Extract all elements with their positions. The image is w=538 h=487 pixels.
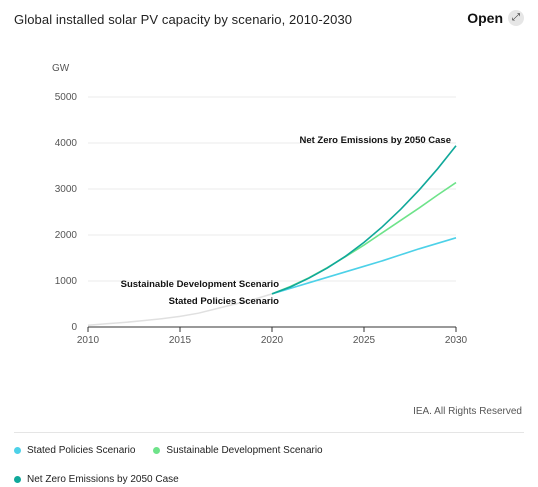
legend-item-sustainable-development[interactable]: Sustainable Development Scenario — [153, 445, 323, 456]
legend-item-net-zero[interactable]: Net Zero Emissions by 2050 Case — [14, 474, 179, 485]
legend-label: Sustainable Development Scenario — [166, 445, 323, 456]
series-lines — [87, 145, 457, 326]
x-axis: 2010 2015 2020 2025 2030 — [77, 326, 468, 346]
y-tick-label: 0 — [71, 322, 77, 333]
open-button[interactable]: Open ⤢ — [467, 10, 524, 26]
legend-item-stated-policies[interactable]: Stated Policies Scenario — [14, 445, 135, 456]
legend: Stated Policies Scenario Sustainable Dev… — [14, 445, 524, 485]
legend-swatch-net-zero — [14, 476, 21, 483]
x-tick-label: 2025 — [353, 335, 376, 346]
series-line-sustainable-development — [271, 181, 457, 295]
annotation-sustainable-development: Sustainable Development Scenario — [121, 279, 280, 290]
y-tick-label: 1000 — [55, 276, 78, 287]
legend-label: Stated Policies Scenario — [27, 445, 136, 456]
expand-arrow-icon: ⤢ — [508, 10, 524, 26]
annotation-net-zero: Net Zero Emissions by 2050 Case — [299, 135, 451, 146]
grid-lines — [88, 96, 456, 282]
legend-divider — [14, 432, 524, 433]
x-tick-label: 2020 — [261, 335, 284, 346]
copyright-credit: IEA. All Rights Reserved — [413, 406, 522, 417]
annotation-stated-policies: Stated Policies Scenario — [169, 296, 280, 307]
legend-swatch-stated-policies — [14, 447, 21, 454]
y-tick-label: 3000 — [55, 184, 78, 195]
y-axis-ticks: 0 1000 2000 3000 4000 5000 — [55, 92, 78, 333]
y-tick-label: 5000 — [55, 92, 78, 103]
x-tick-label: 2030 — [445, 335, 468, 346]
chart-title: Global installed solar PV capacity by sc… — [14, 12, 353, 27]
y-tick-label: 2000 — [55, 230, 78, 241]
series-line-net-zero — [271, 145, 457, 295]
x-tick-label: 2015 — [169, 335, 192, 346]
open-button-label: Open — [467, 10, 503, 26]
y-tick-label: 4000 — [55, 138, 78, 149]
x-tick-label: 2010 — [77, 335, 100, 346]
line-annotations: Net Zero Emissions by 2050 Case Sustainab… — [121, 135, 451, 307]
series-line-stated-policies — [271, 237, 457, 295]
legend-swatch-sustainable-development — [153, 447, 161, 454]
series-line-historical — [87, 293, 273, 326]
y-axis-unit-label: GW — [52, 63, 70, 74]
legend-label: Net Zero Emissions by 2050 Case — [27, 474, 179, 485]
